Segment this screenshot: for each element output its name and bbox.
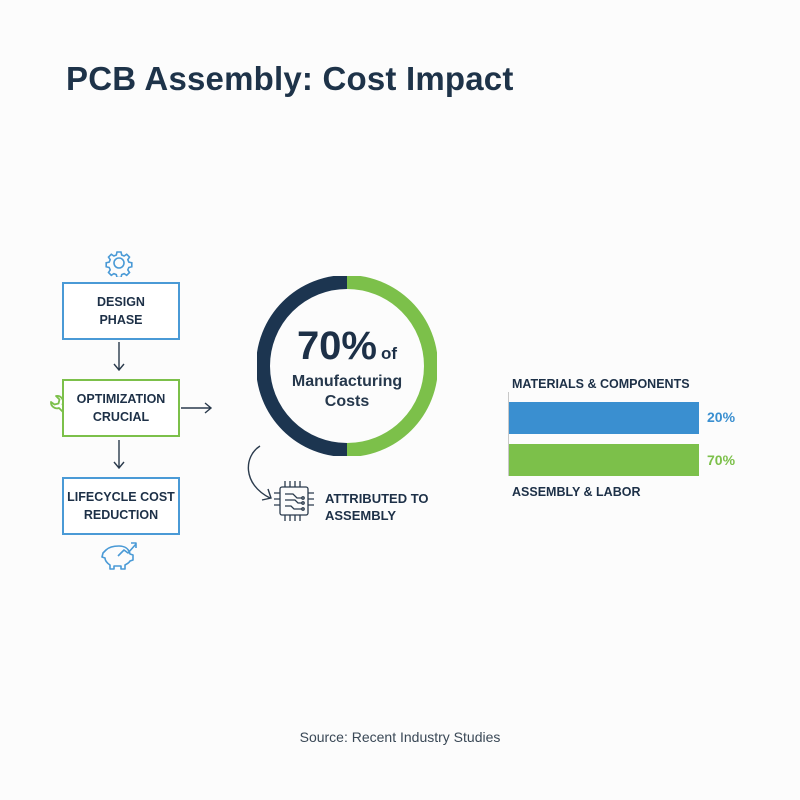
bar-axis bbox=[508, 392, 509, 476]
curved-arrow-icon bbox=[247, 445, 272, 501]
arrow-down-icon bbox=[113, 342, 125, 372]
gear-icon bbox=[105, 251, 133, 277]
bar-materials bbox=[509, 402, 699, 434]
design-phase-box: DESIGN PHASE bbox=[62, 282, 180, 340]
circuit-chip-icon bbox=[274, 481, 314, 521]
bar-value-materials: 20% bbox=[707, 409, 736, 425]
donut-caption: Manufacturing Costs bbox=[291, 373, 403, 410]
bar-value-assembly: 70% bbox=[707, 452, 736, 468]
bar-label-materials: MATERIALS & COMPONENTS bbox=[512, 377, 690, 391]
piggy-bank-growth-icon bbox=[101, 542, 137, 570]
optimization-crucial-box: OPTIMIZATION CRUCIAL bbox=[62, 379, 180, 437]
bar-assembly bbox=[509, 444, 699, 476]
page-title: PCB Assembly: Cost Impact bbox=[66, 60, 514, 97]
bar-label-assembly: ASSEMBLY & LABOR bbox=[512, 485, 641, 499]
donut-label: 70% of Manufacturing Costs bbox=[257, 276, 437, 456]
donut-chart bbox=[257, 276, 437, 456]
arrow-down-icon bbox=[113, 440, 125, 470]
lifecycle-cost-box: LIFECYCLE COST REDUCTION bbox=[62, 477, 180, 535]
lifecycle-cost-label: LIFECYCLE COST REDUCTION bbox=[67, 490, 175, 522]
optimization-crucial-label: OPTIMIZATION CRUCIAL bbox=[76, 392, 166, 424]
design-phase-label: DESIGN PHASE bbox=[97, 295, 145, 327]
donut-value: 70% of bbox=[296, 324, 398, 368]
source-note: Source: Recent Industry Studies bbox=[299, 729, 501, 745]
arrow-right-icon bbox=[181, 402, 213, 414]
attributed-label: ATTRIBUTED TO ASSEMBLY bbox=[325, 491, 429, 523]
